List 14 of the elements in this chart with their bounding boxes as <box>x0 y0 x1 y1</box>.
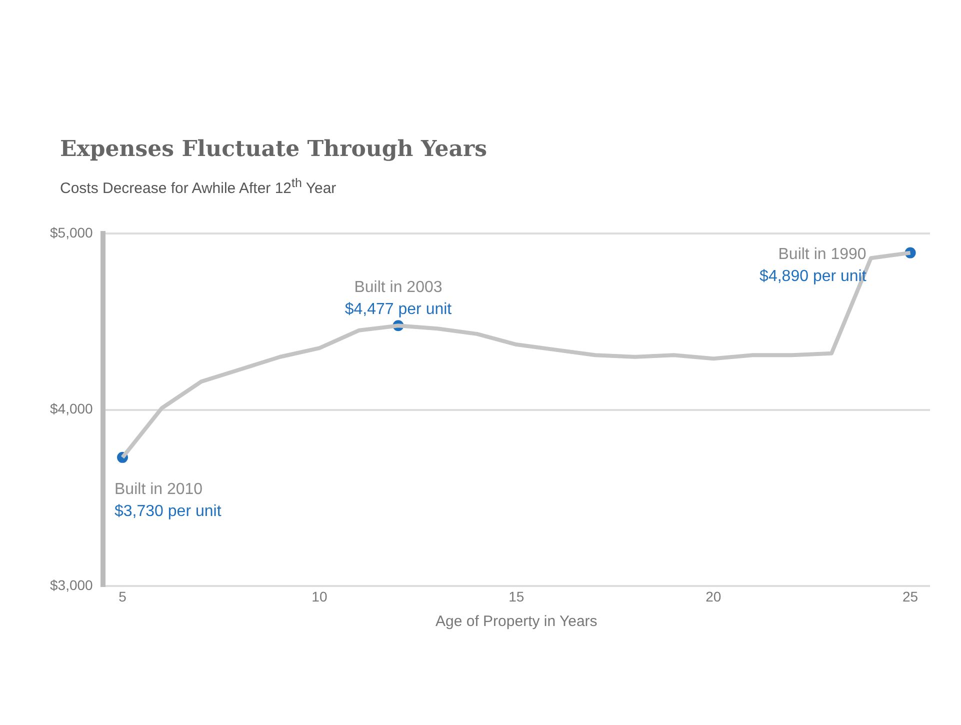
chart-title: Expenses Fluctuate Through Years <box>60 136 487 162</box>
x-tick-label: 20 <box>706 588 722 604</box>
x-axis-title: Age of Property in Years <box>436 613 598 630</box>
y-tick-label: $3,000 <box>50 577 94 594</box>
x-tick-label: 25 <box>902 588 918 604</box>
x-tick-label: 10 <box>312 588 328 604</box>
annotation: Built in 2003 $4,477 per unit <box>344 279 452 318</box>
x-tick-label: 15 <box>508 588 524 604</box>
y-tick-label: $5,000 <box>50 224 94 240</box>
chart-subtitle: Costs Decrease for Awhile After 12$^{th}$ Year <box>60 176 336 197</box>
x-tick-label: 5 <box>118 588 127 604</box>
y-tick-label: $4,000 <box>50 400 94 417</box>
annotation: Built in 1990 $4,890 per unit <box>760 246 867 286</box>
annotation: Built in 2010 $3,730 per unit <box>114 480 222 520</box>
